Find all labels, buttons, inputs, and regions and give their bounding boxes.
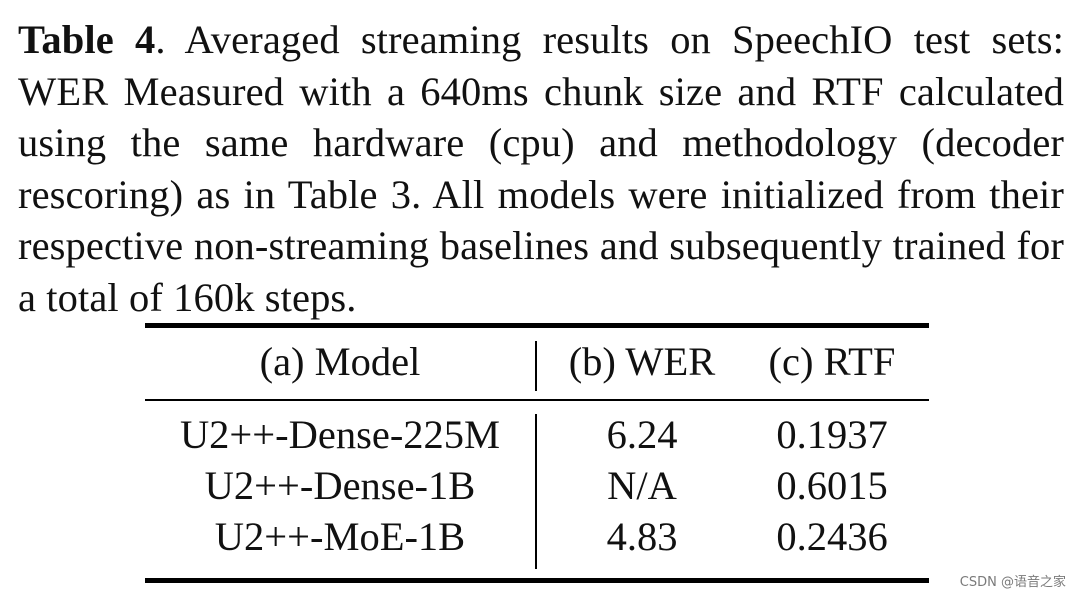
row-2-rtf: 0.6015 <box>776 463 888 508</box>
watermark: CSDN @语音之家 <box>959 575 1066 590</box>
results-table: (a) Model (b) WER (c) RTF U2++-Dense-225… <box>145 323 929 583</box>
column-divider-header <box>535 341 537 391</box>
row-3-model: U2++-MoE-1B <box>214 514 466 559</box>
table-caption: Table 4. Averaged streaming results on S… <box>18 14 1064 323</box>
caption-text: . Averaged streaming results on SpeechIO… <box>18 17 1064 320</box>
row-2-model: U2++-Dense-1B <box>204 463 476 508</box>
header-wer: (b) WER <box>568 339 716 384</box>
header-model: (a) Model <box>259 339 421 384</box>
column-divider-body <box>535 414 537 569</box>
table-header-rule <box>145 399 929 401</box>
row-1-rtf: 0.1937 <box>776 412 888 457</box>
row-3-wer: 4.83 <box>606 514 678 559</box>
row-1-model: U2++-Dense-225M <box>179 412 501 457</box>
caption-label: Table 4 <box>18 17 156 62</box>
table-bottom-rule <box>145 578 929 583</box>
row-1-wer: 6.24 <box>606 412 678 457</box>
table-top-rule <box>145 323 929 328</box>
row-3-rtf: 0.2436 <box>776 514 888 559</box>
row-2-wer: N/A <box>607 463 677 508</box>
header-rtf: (c) RTF <box>768 339 896 384</box>
